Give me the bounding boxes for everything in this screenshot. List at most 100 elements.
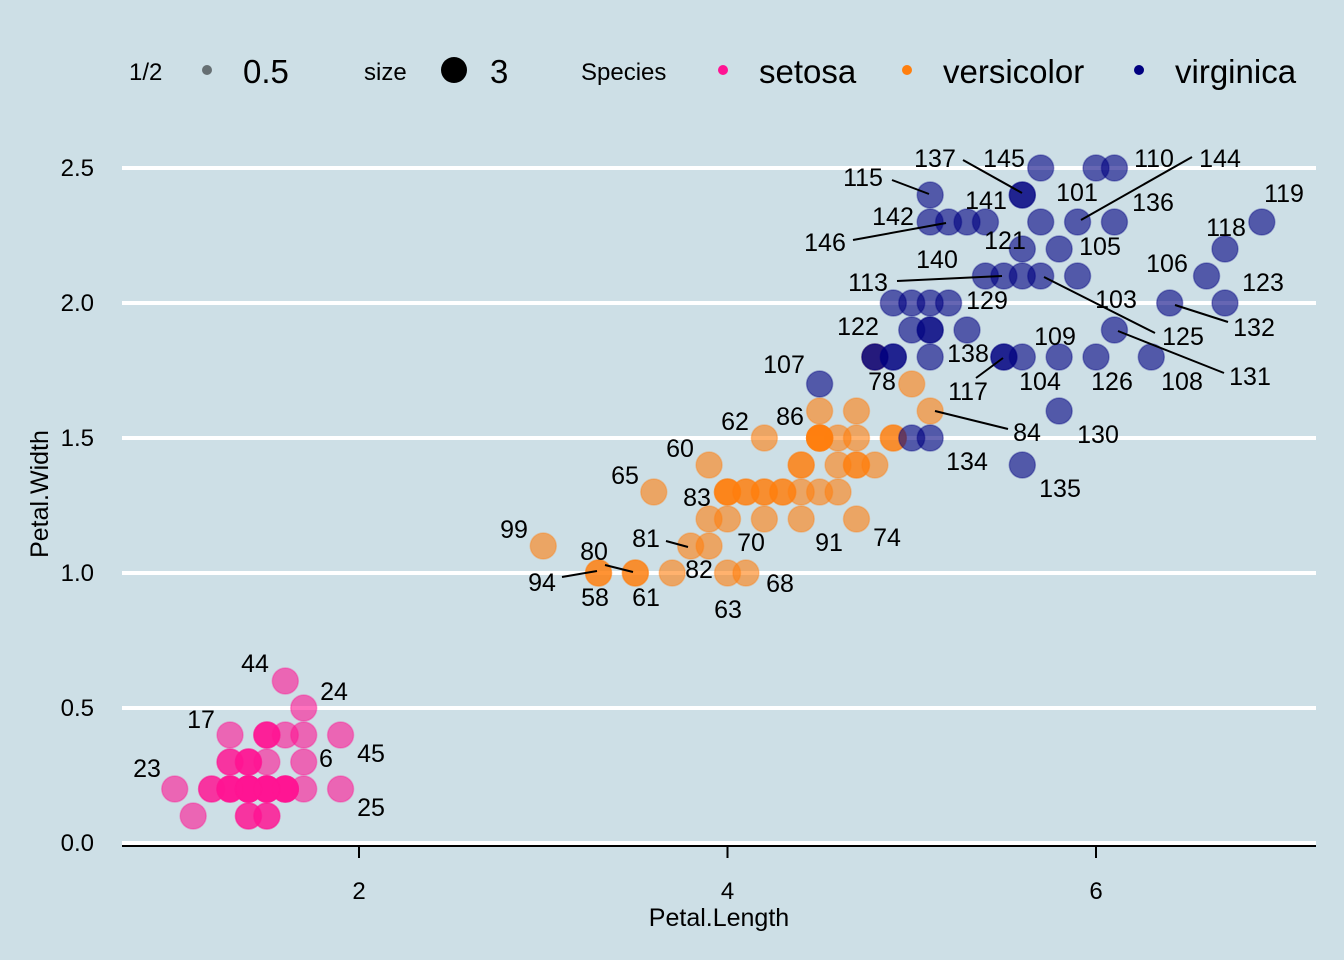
point-label-68: 68 <box>766 570 794 598</box>
point-label-146: 146 <box>804 229 846 257</box>
point-label-17: 17 <box>187 706 215 734</box>
point-virginica-139 <box>861 343 889 371</box>
legend-species-title: Species <box>581 59 666 86</box>
point-virginica-132 <box>1155 289 1184 317</box>
point-versicolor-85 <box>805 424 834 452</box>
point-label-107: 107 <box>763 351 805 379</box>
legend-alpha-title: 1/2 <box>129 59 162 86</box>
point-label-81: 81 <box>632 525 660 553</box>
point-setosa-45 <box>326 721 355 749</box>
point-label-134: 134 <box>946 448 988 476</box>
point-label-130: 130 <box>1077 421 1119 449</box>
point-virginica-109 <box>1045 343 1073 371</box>
y-tick-label: 2.5 <box>61 155 94 182</box>
legend-setosa-label: setosa <box>759 53 857 90</box>
label-leader-line <box>665 540 689 548</box>
point-label-44: 44 <box>241 650 269 678</box>
point-virginica-134 <box>916 424 944 452</box>
point-label-25: 25 <box>357 794 385 822</box>
point-virginica-136 <box>1100 208 1129 236</box>
point-versicolor-98 <box>769 478 797 506</box>
point-virginica-110 <box>1100 154 1129 182</box>
point-label-104: 104 <box>1019 368 1061 396</box>
point-label-80: 80 <box>580 538 608 566</box>
point-setosa-14 <box>179 802 207 830</box>
point-setosa-50 <box>234 775 263 803</box>
point-label-86: 86 <box>776 403 804 431</box>
point-virginica-107 <box>805 370 834 398</box>
point-versicolor-92 <box>824 451 852 479</box>
point-label-142: 142 <box>872 203 914 231</box>
point-virginica-145 <box>1026 154 1055 182</box>
point-versicolor-82 <box>658 559 686 587</box>
point-setosa-46 <box>234 748 263 776</box>
point-label-135: 135 <box>1039 475 1081 503</box>
point-label-78: 78 <box>868 368 896 396</box>
point-label-58: 58 <box>581 584 609 612</box>
point-label-136: 136 <box>1132 189 1174 217</box>
point-label-131: 131 <box>1229 363 1271 391</box>
y-tick-label: 1.5 <box>61 425 94 452</box>
point-virginica-141 <box>1008 181 1037 209</box>
point-virginica-112 <box>953 316 981 344</box>
point-versicolor-80 <box>621 559 650 587</box>
label-leader-line <box>1043 276 1156 334</box>
point-label-45: 45 <box>357 740 385 768</box>
point-versicolor-93 <box>713 505 742 533</box>
point-versicolor-91 <box>787 505 815 533</box>
point-label-119: 119 <box>1264 180 1304 208</box>
point-versicolor-57 <box>842 397 871 425</box>
point-setosa-24 <box>289 694 318 722</box>
axis-ticks: 0.00.51.01.52.02.52 4 6 <box>61 155 1103 905</box>
point-virginica-144 <box>1063 208 1092 236</box>
point-versicolor-76 <box>787 451 815 479</box>
label-leader-line <box>891 179 930 195</box>
legend-virginica-dot <box>1134 65 1144 75</box>
point-virginica-149 <box>971 208 1000 236</box>
x-tick-label: 6 <box>1089 878 1102 905</box>
point-virginica-122 <box>879 289 908 317</box>
legend-alpha-value: 0.5 <box>243 53 289 90</box>
point-label-110: 110 <box>1134 145 1174 173</box>
point-label-132: 132 <box>1233 314 1275 342</box>
point-virginica-121 <box>1026 208 1055 236</box>
point-label-83: 83 <box>683 484 711 512</box>
point-label-82: 82 <box>685 556 713 584</box>
point-virginica-118 <box>1211 235 1239 263</box>
point-label-145: 145 <box>983 145 1025 173</box>
point-virginica-126 <box>1082 343 1110 371</box>
point-versicolor-96 <box>750 505 779 533</box>
point-label-106: 106 <box>1146 250 1188 278</box>
label-leader-line <box>561 570 598 578</box>
point-virginica-150 <box>916 343 944 371</box>
point-label-126: 126 <box>1091 368 1133 396</box>
point-label-122: 122 <box>837 313 879 341</box>
point-label-141: 141 <box>965 187 1007 215</box>
point-label-63: 63 <box>714 596 742 624</box>
point-label-105: 105 <box>1079 233 1121 261</box>
y-tick-label: 0.0 <box>61 830 94 857</box>
point-label-125: 125 <box>1162 323 1204 351</box>
point-virginica-129 <box>1008 262 1037 290</box>
point-versicolor-68 <box>732 559 760 587</box>
point-label-115: 115 <box>843 164 883 192</box>
point-label-113: 113 <box>848 269 888 297</box>
point-versicolor-62 <box>750 424 779 452</box>
legend-versicolor-label: versicolor <box>943 53 1084 90</box>
y-tick-label: 2.0 <box>61 290 94 317</box>
point-label-24: 24 <box>320 678 348 706</box>
point-label-94: 94 <box>528 569 556 597</box>
point-virginica-146 <box>934 208 963 236</box>
point-label-99: 99 <box>500 516 528 544</box>
legend-alpha-dot <box>202 65 212 75</box>
point-versicolor-65 <box>640 478 668 506</box>
point-setosa-19 <box>289 748 318 776</box>
point-versicolor-87 <box>842 424 871 452</box>
point-versicolor-86 <box>805 397 834 425</box>
label-leader-line <box>1080 156 1193 221</box>
point-setosa-44 <box>271 667 300 695</box>
point-label-109: 109 <box>1034 323 1076 351</box>
point-labels: 44 24 17 23 6 45 25 99 80 94 58 61 81 82 70 63 68 65 60 83 6… <box>133 145 1304 822</box>
legend: 1/2 0.5 size 3 Species setosa versicolor… <box>129 53 1297 90</box>
